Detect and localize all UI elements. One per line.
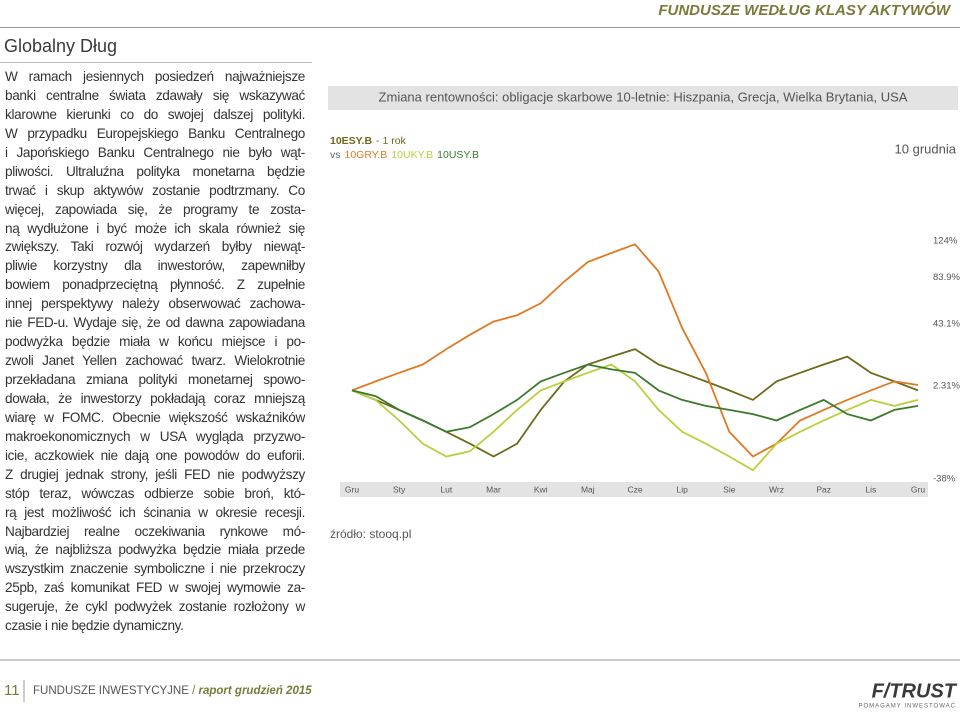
y-tick-label: 124%: [933, 236, 958, 247]
text-line: podwyżka będzie miała w końcu miejsce i …: [5, 334, 305, 350]
source: źródło: stooq.pl: [330, 527, 411, 541]
title: Globalny Dług: [4, 36, 118, 56]
y-tick-label: 43.1%: [933, 319, 960, 330]
series-line: [351, 243, 919, 458]
page-number: 11: [4, 682, 20, 699]
text-line: dowała, że inwestorzy pokładają coraz mn…: [5, 390, 305, 406]
x-tick-label: Wrz: [769, 484, 784, 494]
tagline: POMAGAMY INWESTOWAĆ: [858, 703, 956, 710]
x-tick-label: Lut: [440, 484, 452, 494]
text-line: trwać i skup aktywów zostanie podtrzmany…: [5, 182, 305, 198]
text-line: Z drugiej jednak strony, jeśli FED nie p…: [5, 466, 305, 482]
text-line: wią, że najbliższa podwyżka będzie miała…: [5, 542, 305, 558]
legend: vs 10GRY.B 10UKY.B 10USY.B: [330, 149, 479, 161]
logo: F/TRUST: [872, 680, 958, 702]
x-tick-label: Cze: [627, 484, 642, 494]
text-line: makroekonomicznych w USA wygląda przyzwo…: [5, 428, 305, 444]
legend-note: - 1 rok: [376, 135, 407, 147]
text-line: rą jest możliwość ich ścinania w okresie…: [5, 504, 305, 520]
legend-entry: 10ESY.B: [330, 135, 372, 147]
x-tick-label: Paz: [816, 484, 831, 494]
issue: raport grudzień 2015: [199, 685, 313, 697]
series-line: [351, 348, 919, 458]
text-line: W ramach jesiennych posiedzeń najważniej…: [5, 69, 305, 84]
x-tick-label: Maj: [581, 484, 595, 494]
text-line: 25pb, zaś komunikat FED w swojej wymowie…: [5, 580, 305, 596]
text-line: W przypadku Europejskiego Banku Centraln…: [5, 125, 305, 141]
publication: FUNDUSZE INWESTYCYJNE: [33, 685, 189, 697]
text-line: wszystkim znaczenie symboliczne i nie pr…: [5, 561, 305, 577]
text-line: więcej, zapowiada się, że programy te zo…: [5, 201, 305, 217]
legend-entry: 10USY.B: [437, 149, 479, 161]
text-line: stóp teraz, wówczas odbierze sobie broń,…: [5, 485, 305, 501]
series-line: [351, 363, 919, 472]
text-line: czasie i nie będzie dynamiczny.: [5, 618, 184, 634]
x-tick-label: Lip: [676, 484, 688, 494]
y-tick-label: 83.9%: [933, 272, 960, 283]
text-line: pliwości. Ultraluźna polityka monetarna …: [5, 163, 305, 179]
chart-title: Zmiana rentowności: obligacje skarbowe 1…: [379, 89, 908, 104]
text-line: sugeruje, że cykl podwyżek zostanie rozł…: [5, 599, 305, 615]
body-text: W ramach jesiennych posiedzeń najważniej…: [5, 68, 305, 636]
x-tick-label: Lis: [865, 484, 876, 494]
text-line: banki centralne świata zdawały się wskaz…: [5, 87, 305, 103]
series-line: [351, 363, 919, 433]
x-tick-label: Gru: [911, 484, 925, 494]
rule: [0, 27, 960, 28]
text-line: przekładana zmiana polityki monetarnej s…: [5, 372, 305, 387]
section-header: FUNDUSZE WEDŁUG KLASY AKTYWÓW: [658, 2, 950, 19]
chart-title-bar: [328, 86, 958, 110]
rule: [0, 62, 312, 63]
x-tick-label: Sie: [723, 484, 736, 494]
legend-entry: 10GRY.B: [345, 149, 388, 161]
text-line: zwoli Janet Yellen zachować twarz. Wielo…: [5, 353, 305, 369]
x-axis-band: [340, 482, 928, 497]
separator: /: [192, 685, 196, 697]
text-line: icie, aczkowiek nie dają one powodów do …: [5, 447, 305, 463]
y-tick-label: 2.31%: [933, 381, 960, 392]
footer-text: FUNDUSZE INWESTYCYJNE / raport grudzień …: [33, 685, 312, 697]
text-line: ną wydłużone i być może ich skala równie…: [5, 220, 305, 236]
text-line: bowiem ponadprzeciętną płynność. Z zupeł…: [5, 277, 305, 293]
text-line: nie FED-u. Wydaje się, że od dawna zapow…: [5, 315, 305, 331]
y-tick-label: -38%: [933, 474, 956, 485]
text-line: wiarę w FOMC. Obecnie większość wskaźnik…: [5, 409, 305, 425]
text-line: pliwie korzystny dla inwestorów, zapewni…: [5, 258, 305, 274]
x-tick-label: Mar: [486, 484, 501, 494]
text-line: zwiększy. Taki rozwój wydarzeń byłby nie…: [5, 239, 305, 255]
x-tick-label: Gru: [345, 484, 359, 494]
x-tick-label: Kwi: [534, 484, 548, 494]
legend: 10ESY.B - 1 rok: [330, 135, 407, 147]
legend-entry: 10UKY.B: [391, 149, 433, 161]
text-line: i Japońskiego Banku Centralnego nie było…: [5, 144, 305, 160]
text-line: klarowne kierunki co do swojej dalszej p…: [5, 106, 305, 122]
x-tick-label: Sty: [393, 484, 406, 494]
text-line: Najbardziej realne oczekiwania rynkowe m…: [5, 523, 305, 539]
legend-vs: vs: [330, 149, 341, 161]
text-line: innej perspektywy należy obserwować zach…: [5, 296, 305, 312]
date-label: 10 grudnia: [895, 141, 957, 156]
